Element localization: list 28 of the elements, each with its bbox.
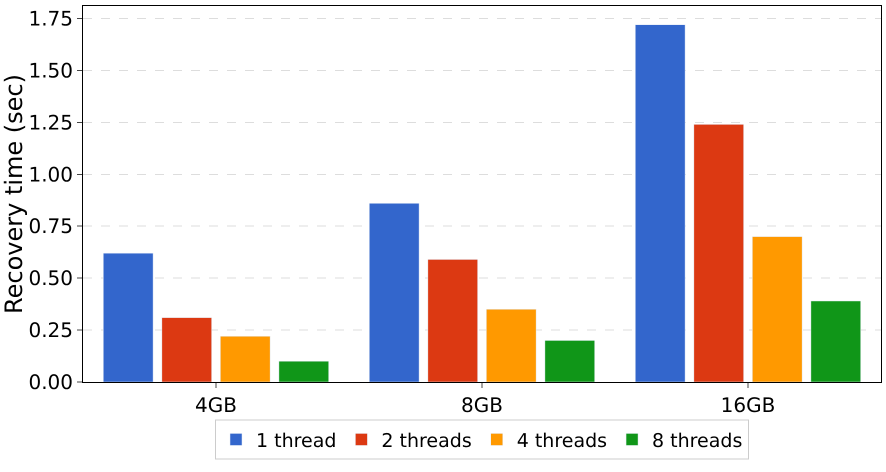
y-tick-label: 1.75 <box>28 6 73 30</box>
bar <box>220 336 270 382</box>
bar <box>162 317 212 382</box>
bar <box>428 259 478 382</box>
y-tick-label: 0.00 <box>28 370 73 394</box>
bar <box>694 124 744 382</box>
bar <box>810 300 861 382</box>
bar <box>544 340 595 382</box>
bar <box>103 252 154 382</box>
bar <box>486 309 536 382</box>
legend-label: 8 threads <box>652 430 742 452</box>
x-tick-label: 16GB <box>720 393 776 417</box>
y-axis-title: Recovery time (sec) <box>0 74 28 314</box>
y-tick-label: 0.75 <box>28 214 73 238</box>
bar <box>278 360 329 382</box>
x-tick-label: 8GB <box>461 393 503 417</box>
bar <box>369 203 420 382</box>
y-tick-label: 1.25 <box>28 110 73 134</box>
legend-label: 4 threads <box>516 430 608 452</box>
y-tick-label: 1.00 <box>28 162 73 186</box>
y-tick-label: 1.50 <box>28 58 73 82</box>
legend-label: 1 thread <box>256 430 336 452</box>
bar <box>752 236 802 382</box>
y-tick-label: 0.50 <box>28 266 73 290</box>
legend-label: 2 threads <box>381 430 472 452</box>
y-tick-label: 0.25 <box>28 318 73 342</box>
bar <box>635 24 686 382</box>
x-tick-label: 4GB <box>195 393 237 417</box>
